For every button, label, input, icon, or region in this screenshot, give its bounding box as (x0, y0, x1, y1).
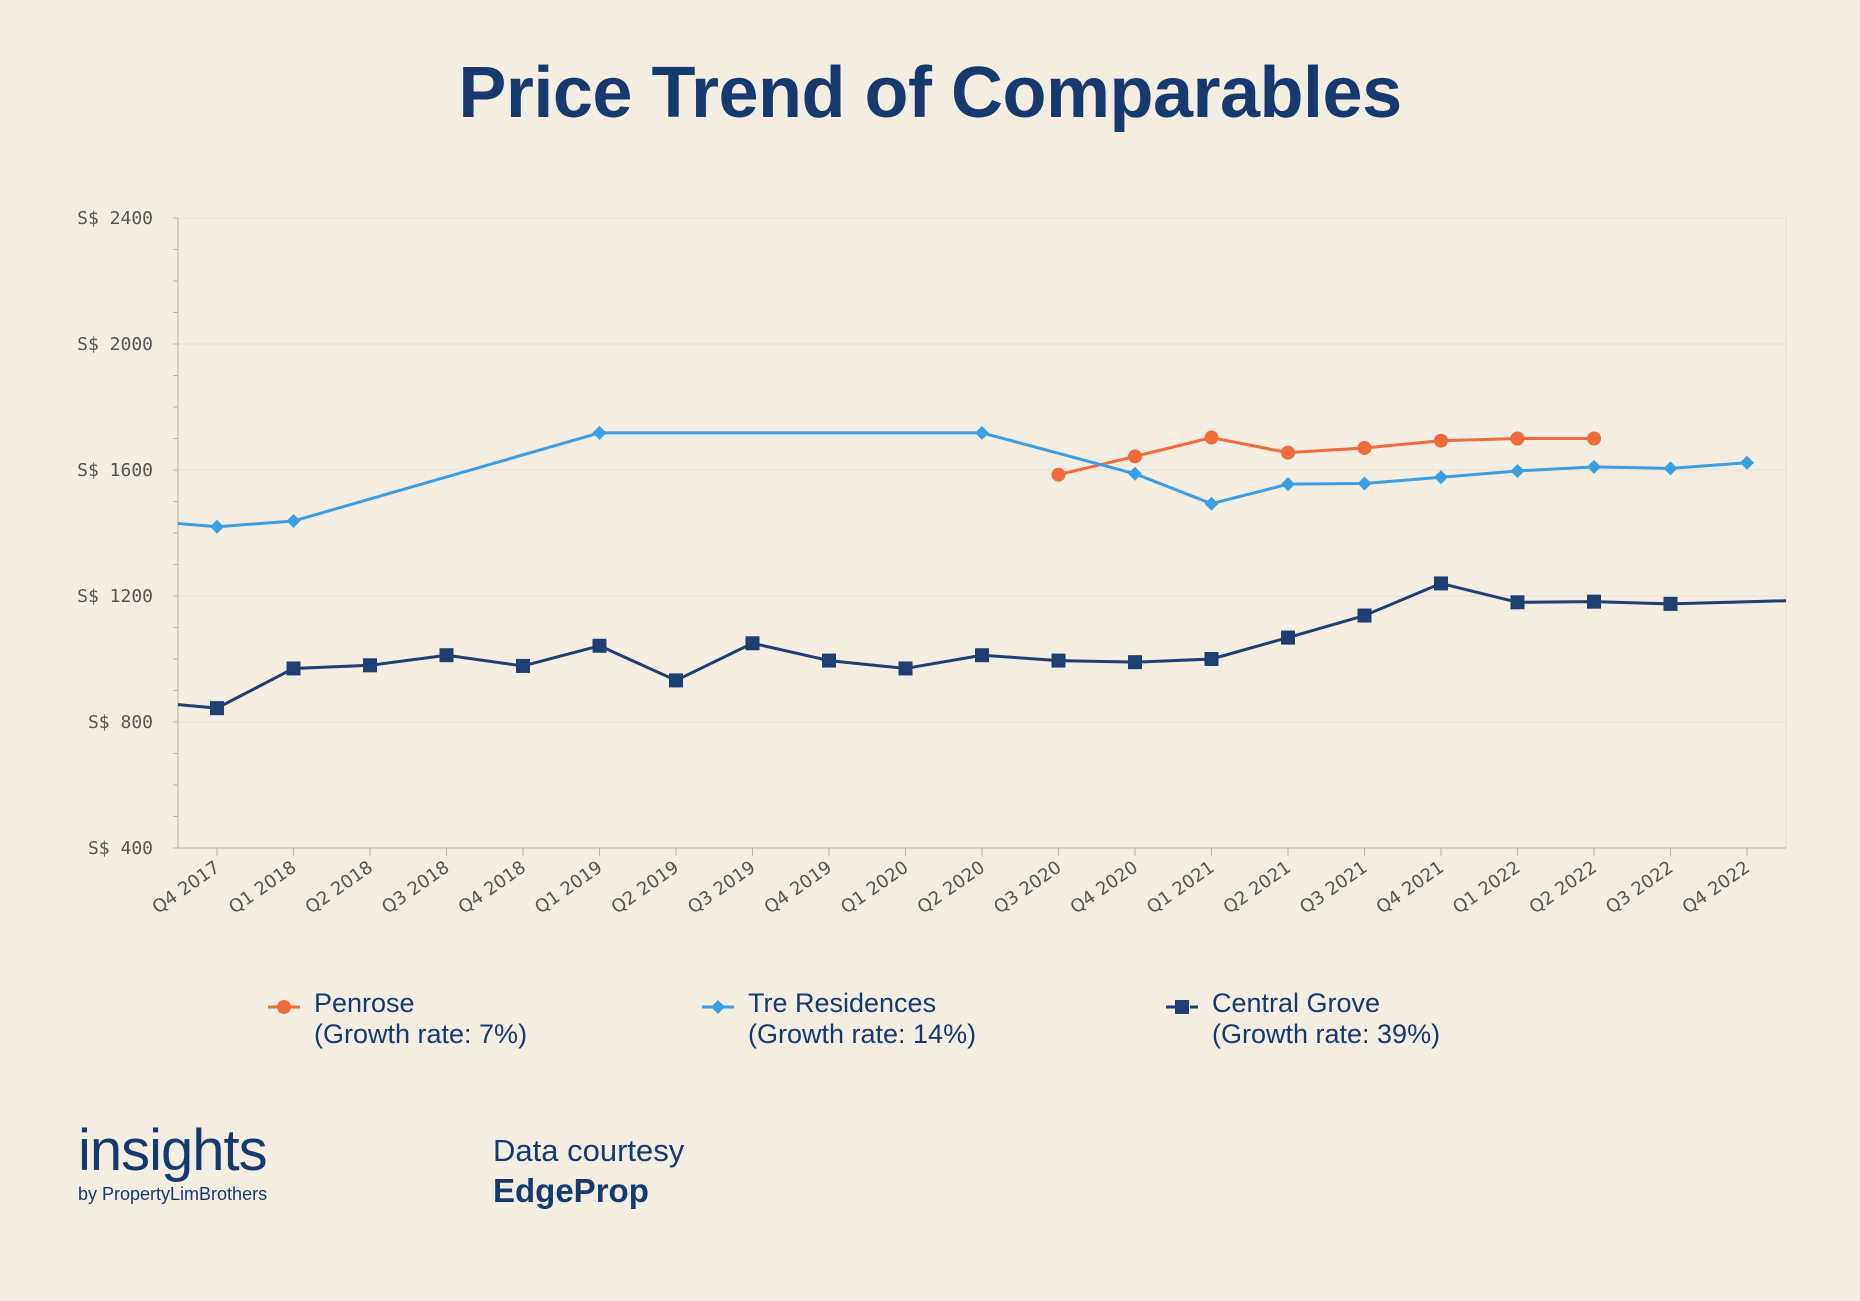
x-tick-label: Q2 2019 (608, 857, 683, 918)
legend-label-tre-residences: Tre Residences (748, 988, 937, 1018)
data-point-tre-residences (975, 425, 989, 440)
y-tick-label: S$ 1600 (77, 460, 153, 481)
x-tick-label: Q2 2021 (1220, 857, 1295, 918)
data-point-central-grove (1510, 595, 1525, 610)
x-tick-label: Q3 2020 (990, 857, 1065, 918)
data-point-central-grove (439, 648, 454, 663)
data-point-central-grove (363, 658, 377, 673)
x-tick-label: Q2 2022 (1526, 857, 1601, 918)
data-point-penrose (1204, 430, 1219, 445)
data-point-penrose (1128, 449, 1142, 464)
data-point-central-grove (286, 661, 301, 676)
data-point-central-grove (669, 673, 683, 688)
x-tick-label: Q3 2022 (1602, 857, 1677, 918)
x-tick-label: Q4 2020 (1067, 857, 1142, 918)
x-tick-label: Q1 2020 (837, 857, 912, 918)
data-point-central-grove (898, 661, 913, 676)
data-point-tre-residences (592, 425, 607, 440)
x-tick-label: Q4 2018 (455, 857, 530, 918)
data-point-central-grove (1128, 655, 1142, 670)
logo-wordmark: insights (78, 1118, 268, 1183)
logo-byline: by PropertyLimBrothers (78, 1184, 268, 1204)
data-point-central-grove (1434, 576, 1448, 591)
x-tick-label: Q1 2018 (225, 857, 300, 918)
data-point-penrose (1357, 440, 1372, 455)
data-point-tre-residences (1128, 466, 1142, 481)
y-tick-label: S$ 2400 (77, 208, 153, 229)
legend-item-central-grove[interactable]: Central Grove (Growth rate: 39%) (1166, 988, 1440, 1050)
data-point-central-grove (1204, 652, 1219, 666)
y-tick-label: S$ 800 (88, 712, 153, 733)
legend-note-tre-residences: (Growth rate: 14%) (748, 1019, 977, 1049)
data-point-tre-residences (1357, 476, 1372, 491)
data-point-tre-residences (1281, 477, 1295, 492)
data-point-penrose (1281, 445, 1295, 460)
insights-logo: insights by PropertyLimBrothers (78, 1118, 268, 1205)
x-tick-label: Q2 2020 (914, 857, 989, 918)
x-tick-label: Q4 2017 (149, 857, 224, 918)
data-point-tre-residences (1204, 496, 1219, 511)
data-point-tre-residences (1740, 455, 1754, 470)
legend-item-penrose[interactable]: Penrose (Growth rate: 7%) (268, 988, 527, 1050)
data-point-tre-residences (1510, 463, 1525, 478)
x-tick-label: Q4 2022 (1679, 857, 1754, 918)
data-point-central-grove (516, 658, 530, 673)
y-tick-label: S$ 2000 (77, 334, 153, 355)
y-tick-label: S$ 1200 (77, 586, 153, 607)
x-tick-label: Q3 2019 (684, 857, 759, 918)
chart-title: Price Trend of Comparables (458, 53, 1402, 133)
data-point-central-grove (210, 701, 224, 716)
credit-source: EdgeProp (493, 1172, 649, 1209)
data-point-penrose (1587, 431, 1601, 446)
legend-note-central-grove: (Growth rate: 39%) (1212, 1019, 1441, 1049)
credit-label: Data courtesy (493, 1133, 685, 1168)
data-point-tre-residences (210, 519, 224, 534)
x-tick-label: Q3 2021 (1296, 857, 1371, 918)
series-line-central-grove (177, 581, 1787, 710)
x-tick-label: Q1 2019 (531, 857, 606, 918)
penrose-circle-icon (268, 1000, 300, 1014)
chart-legend: Penrose (Growth rate: 7%) Tre Residences… (0, 988, 1860, 1068)
legend-item-tre-residences[interactable]: Tre Residences (Growth rate: 14%) (702, 988, 976, 1050)
legend-label-penrose: Penrose (314, 988, 415, 1018)
data-point-central-grove (1357, 608, 1372, 623)
plot-area (177, 217, 1787, 849)
data-point-central-grove (1587, 594, 1601, 609)
x-tick-label: Q4 2021 (1373, 857, 1448, 918)
data-point-central-grove (1281, 630, 1295, 645)
data-point-central-grove (822, 653, 836, 668)
central-grove-square-icon (1166, 1000, 1198, 1014)
data-credit: Data courtesy EdgeProp (493, 1132, 684, 1212)
data-point-tre-residences (1587, 459, 1601, 474)
data-point-tre-residences (1663, 461, 1678, 476)
x-tick-label: Q2 2018 (302, 857, 377, 918)
x-tick-label: Q1 2021 (1143, 857, 1218, 918)
series-line-penrose (1058, 436, 1594, 477)
legend-note-penrose: (Growth rate: 7%) (314, 1019, 528, 1049)
data-point-central-grove (975, 648, 989, 663)
data-point-central-grove (1663, 596, 1678, 611)
data-point-penrose (1434, 433, 1448, 448)
series-line-tre-residences (177, 431, 1748, 529)
tre-residences-diamond-icon (702, 1000, 734, 1014)
data-point-penrose (1510, 431, 1525, 446)
data-point-central-grove (745, 636, 760, 651)
x-tick-label: Q3 2018 (378, 857, 453, 918)
x-tick-label: Q1 2022 (1449, 857, 1524, 918)
line-chart: S$ 400 S$ 800 S$ 1200 S$ 1600 S$ 2000 S$ 2400… (77, 208, 1787, 918)
y-tick-label: S$ 400 (88, 838, 153, 859)
legend-label-central-grove: Central Grove (1212, 988, 1381, 1018)
data-point-tre-residences (1434, 470, 1448, 485)
data-point-penrose (1051, 467, 1066, 482)
data-point-tre-residences (286, 514, 301, 529)
data-point-central-grove (592, 638, 607, 653)
x-tick-label: Q4 2019 (761, 857, 836, 918)
data-point-central-grove (1051, 653, 1066, 668)
